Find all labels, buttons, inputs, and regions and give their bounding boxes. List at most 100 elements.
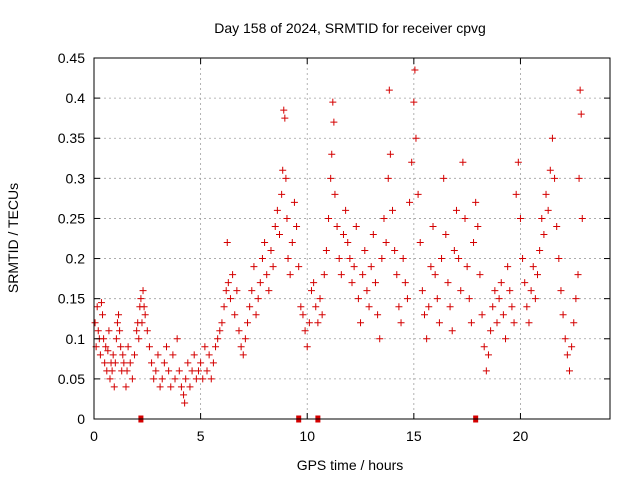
data-point bbox=[429, 222, 437, 230]
data-point bbox=[459, 158, 467, 166]
data-point bbox=[286, 271, 294, 279]
data-point bbox=[156, 383, 164, 391]
data-point bbox=[540, 230, 548, 238]
data-point bbox=[199, 375, 207, 383]
data-point bbox=[386, 150, 394, 158]
x-axis-ticks: 0 5 10 15 20 bbox=[90, 58, 528, 444]
data-point bbox=[572, 295, 580, 303]
data-point bbox=[113, 319, 121, 327]
data-point bbox=[261, 239, 269, 247]
data-point bbox=[226, 295, 234, 303]
x-tick-label: 0 bbox=[90, 428, 98, 444]
data-point bbox=[237, 343, 245, 351]
data-point bbox=[333, 222, 341, 230]
data-point bbox=[124, 343, 132, 351]
data-point bbox=[446, 303, 454, 311]
data-point bbox=[376, 335, 384, 343]
x-tick-label: 10 bbox=[299, 428, 315, 444]
data-point bbox=[435, 319, 443, 327]
y-tick-label: 0.15 bbox=[58, 291, 85, 307]
data-point bbox=[328, 150, 336, 158]
data-point bbox=[267, 247, 275, 255]
data-point bbox=[555, 255, 563, 263]
data-point bbox=[563, 351, 571, 359]
data-point bbox=[94, 327, 102, 335]
data-point bbox=[516, 214, 524, 222]
data-point bbox=[342, 206, 350, 214]
data-point bbox=[99, 311, 107, 319]
y-tick-label: 0.3 bbox=[66, 170, 86, 186]
data-point bbox=[141, 311, 149, 319]
data-point bbox=[531, 295, 539, 303]
data-point bbox=[165, 367, 173, 375]
data-point bbox=[116, 327, 124, 335]
data-point bbox=[427, 263, 435, 271]
data-point bbox=[265, 287, 273, 295]
x-axis-label: GPS time / hours bbox=[297, 457, 404, 473]
data-point bbox=[384, 174, 392, 182]
data-point bbox=[282, 174, 290, 182]
data-point bbox=[416, 239, 424, 247]
data-point bbox=[96, 351, 104, 359]
data-point bbox=[216, 327, 224, 335]
data-point bbox=[128, 375, 136, 383]
data-point bbox=[192, 375, 200, 383]
data-point bbox=[544, 206, 552, 214]
data-point bbox=[568, 343, 576, 351]
data-point bbox=[367, 263, 375, 271]
data-point bbox=[514, 158, 522, 166]
data-point bbox=[538, 214, 546, 222]
data-point bbox=[497, 279, 505, 287]
data-point bbox=[389, 206, 397, 214]
data-point bbox=[91, 319, 99, 327]
data-point bbox=[322, 247, 330, 255]
y-axis-label: SRMTID / TECUs bbox=[5, 183, 21, 293]
data-point bbox=[297, 303, 305, 311]
data-point bbox=[542, 190, 550, 198]
data-point bbox=[401, 279, 409, 287]
data-point bbox=[508, 303, 516, 311]
data-point bbox=[350, 263, 358, 271]
data-point bbox=[115, 311, 123, 319]
data-point bbox=[335, 255, 343, 263]
data-point bbox=[502, 335, 510, 343]
data-point bbox=[320, 271, 328, 279]
data-point bbox=[214, 335, 222, 343]
data-point bbox=[283, 214, 291, 222]
data-point bbox=[575, 174, 583, 182]
data-point bbox=[523, 303, 531, 311]
data-point bbox=[177, 383, 185, 391]
chart-title: Day 158 of 2024, SRMTID for receiver cpv… bbox=[214, 20, 486, 36]
data-point bbox=[160, 359, 168, 367]
data-point bbox=[461, 214, 469, 222]
data-point bbox=[510, 319, 518, 327]
data-point bbox=[93, 303, 101, 311]
data-point bbox=[150, 375, 158, 383]
y-tick-label: 0.2 bbox=[66, 251, 86, 267]
data-point bbox=[363, 287, 371, 295]
data-point bbox=[411, 66, 419, 74]
data-point bbox=[182, 375, 190, 383]
data-point bbox=[158, 375, 166, 383]
data-point bbox=[102, 343, 110, 351]
data-point bbox=[104, 347, 112, 355]
data-point bbox=[143, 327, 151, 335]
data-point bbox=[197, 359, 205, 367]
data-point bbox=[397, 319, 405, 327]
data-point bbox=[557, 287, 565, 295]
data-point bbox=[281, 114, 289, 122]
data-point bbox=[218, 319, 226, 327]
data-point bbox=[145, 343, 153, 351]
data-point bbox=[440, 174, 448, 182]
data-point bbox=[258, 255, 266, 263]
data-point bbox=[346, 255, 354, 263]
data-point bbox=[126, 359, 134, 367]
data-point bbox=[246, 303, 254, 311]
data-point bbox=[452, 206, 460, 214]
data-point bbox=[105, 327, 113, 335]
data-points bbox=[91, 66, 586, 407]
data-point bbox=[474, 222, 482, 230]
data-point bbox=[577, 110, 585, 118]
data-point bbox=[138, 319, 146, 327]
y-tick-label: 0.4 bbox=[66, 90, 86, 106]
